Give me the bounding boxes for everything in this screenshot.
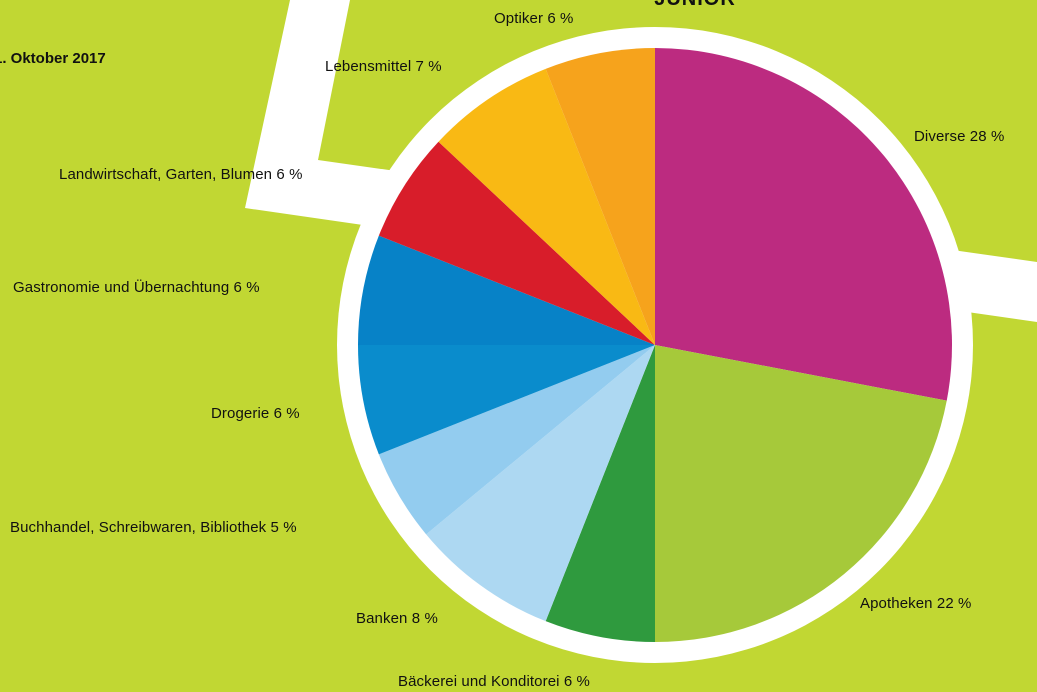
slice-label-5: Drogerie 6 % [211,405,300,422]
slice-label-2: Bäckerei und Konditorei 6 % [398,673,590,690]
pie-slice-3 [426,345,655,622]
chart-title: JUNIOR [620,0,770,11]
date-label: 1. Oktober 2017 [0,50,106,67]
pie-slice-1 [655,345,947,642]
pie-slice-6 [358,235,655,345]
slice-label-8: Lebensmittel 7 % [325,58,442,75]
slice-label-9: Optiker 6 % [494,10,574,27]
pie-slice-5 [358,345,655,455]
slice-label-7: Landwirtschaft, Garten, Blumen 6 % [59,166,303,183]
pie-slice-7 [378,141,655,345]
pie-slice-8 [438,68,655,345]
pie-slice-9 [545,48,655,345]
pie-slices [358,48,952,642]
pie-slice-2 [545,345,655,642]
slice-label-0: Diverse 28 % [914,128,1005,145]
pie-slice-0 [655,48,952,401]
slice-label-6: Gastronomie und Übernachtung 6 % [13,279,260,296]
slice-label-1: Apotheken 22 % [860,595,972,612]
slice-label-4: Buchhandel, Schreibwaren, Bibliothek 5 % [10,519,297,536]
pie-slice-4 [378,345,655,535]
slice-label-3: Banken 8 % [356,610,438,627]
